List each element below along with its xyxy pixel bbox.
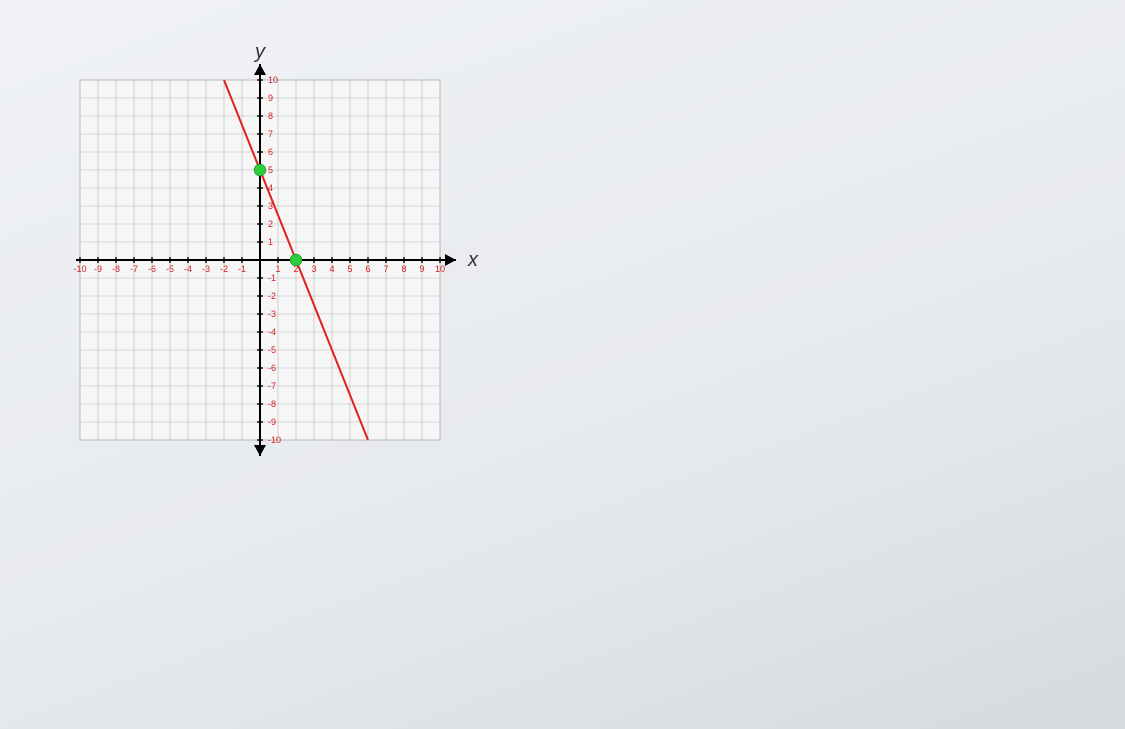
svg-text:-6: -6 [148, 264, 156, 274]
svg-text:5: 5 [268, 165, 273, 175]
svg-text:6: 6 [268, 147, 273, 157]
svg-text:-6: -6 [268, 363, 276, 373]
svg-text:y: y [253, 41, 266, 63]
svg-text:-3: -3 [268, 309, 276, 319]
svg-text:-9: -9 [94, 264, 102, 274]
svg-text:10: 10 [435, 264, 445, 274]
svg-text:7: 7 [383, 264, 388, 274]
svg-text:10: 10 [268, 75, 278, 85]
svg-text:-4: -4 [184, 264, 192, 274]
svg-text:x: x [467, 249, 479, 271]
svg-text:-5: -5 [166, 264, 174, 274]
svg-text:7: 7 [268, 129, 273, 139]
svg-text:3: 3 [311, 264, 316, 274]
svg-text:9: 9 [268, 93, 273, 103]
svg-text:-1: -1 [268, 273, 276, 283]
svg-text:-5: -5 [268, 345, 276, 355]
svg-text:5: 5 [347, 264, 352, 274]
svg-text:-8: -8 [112, 264, 120, 274]
svg-text:-9: -9 [268, 417, 276, 427]
svg-text:1: 1 [275, 264, 280, 274]
svg-text:4: 4 [329, 264, 334, 274]
svg-text:6: 6 [365, 264, 370, 274]
svg-text:-10: -10 [73, 264, 86, 274]
svg-text:1: 1 [268, 237, 273, 247]
svg-text:-2: -2 [268, 291, 276, 301]
svg-text:-8: -8 [268, 399, 276, 409]
svg-text:2: 2 [268, 219, 273, 229]
main-row: -10-9-8-7-6-5-4-3-2-112345678910-10-9-8-… [40, 35, 1085, 495]
svg-text:8: 8 [401, 264, 406, 274]
svg-text:9: 9 [419, 264, 424, 274]
svg-text:-7: -7 [130, 264, 138, 274]
graph-panel: -10-9-8-7-6-5-4-3-2-112345678910-10-9-8-… [40, 35, 480, 495]
answer-panel [540, 35, 1085, 85]
svg-text:-4: -4 [268, 327, 276, 337]
svg-text:-3: -3 [202, 264, 210, 274]
svg-text:-1: -1 [238, 264, 246, 274]
line-graph: -10-9-8-7-6-5-4-3-2-112345678910-10-9-8-… [40, 35, 480, 495]
svg-text:-10: -10 [268, 435, 281, 445]
svg-text:-2: -2 [220, 264, 228, 274]
svg-text:8: 8 [268, 111, 273, 121]
svg-text:-7: -7 [268, 381, 276, 391]
